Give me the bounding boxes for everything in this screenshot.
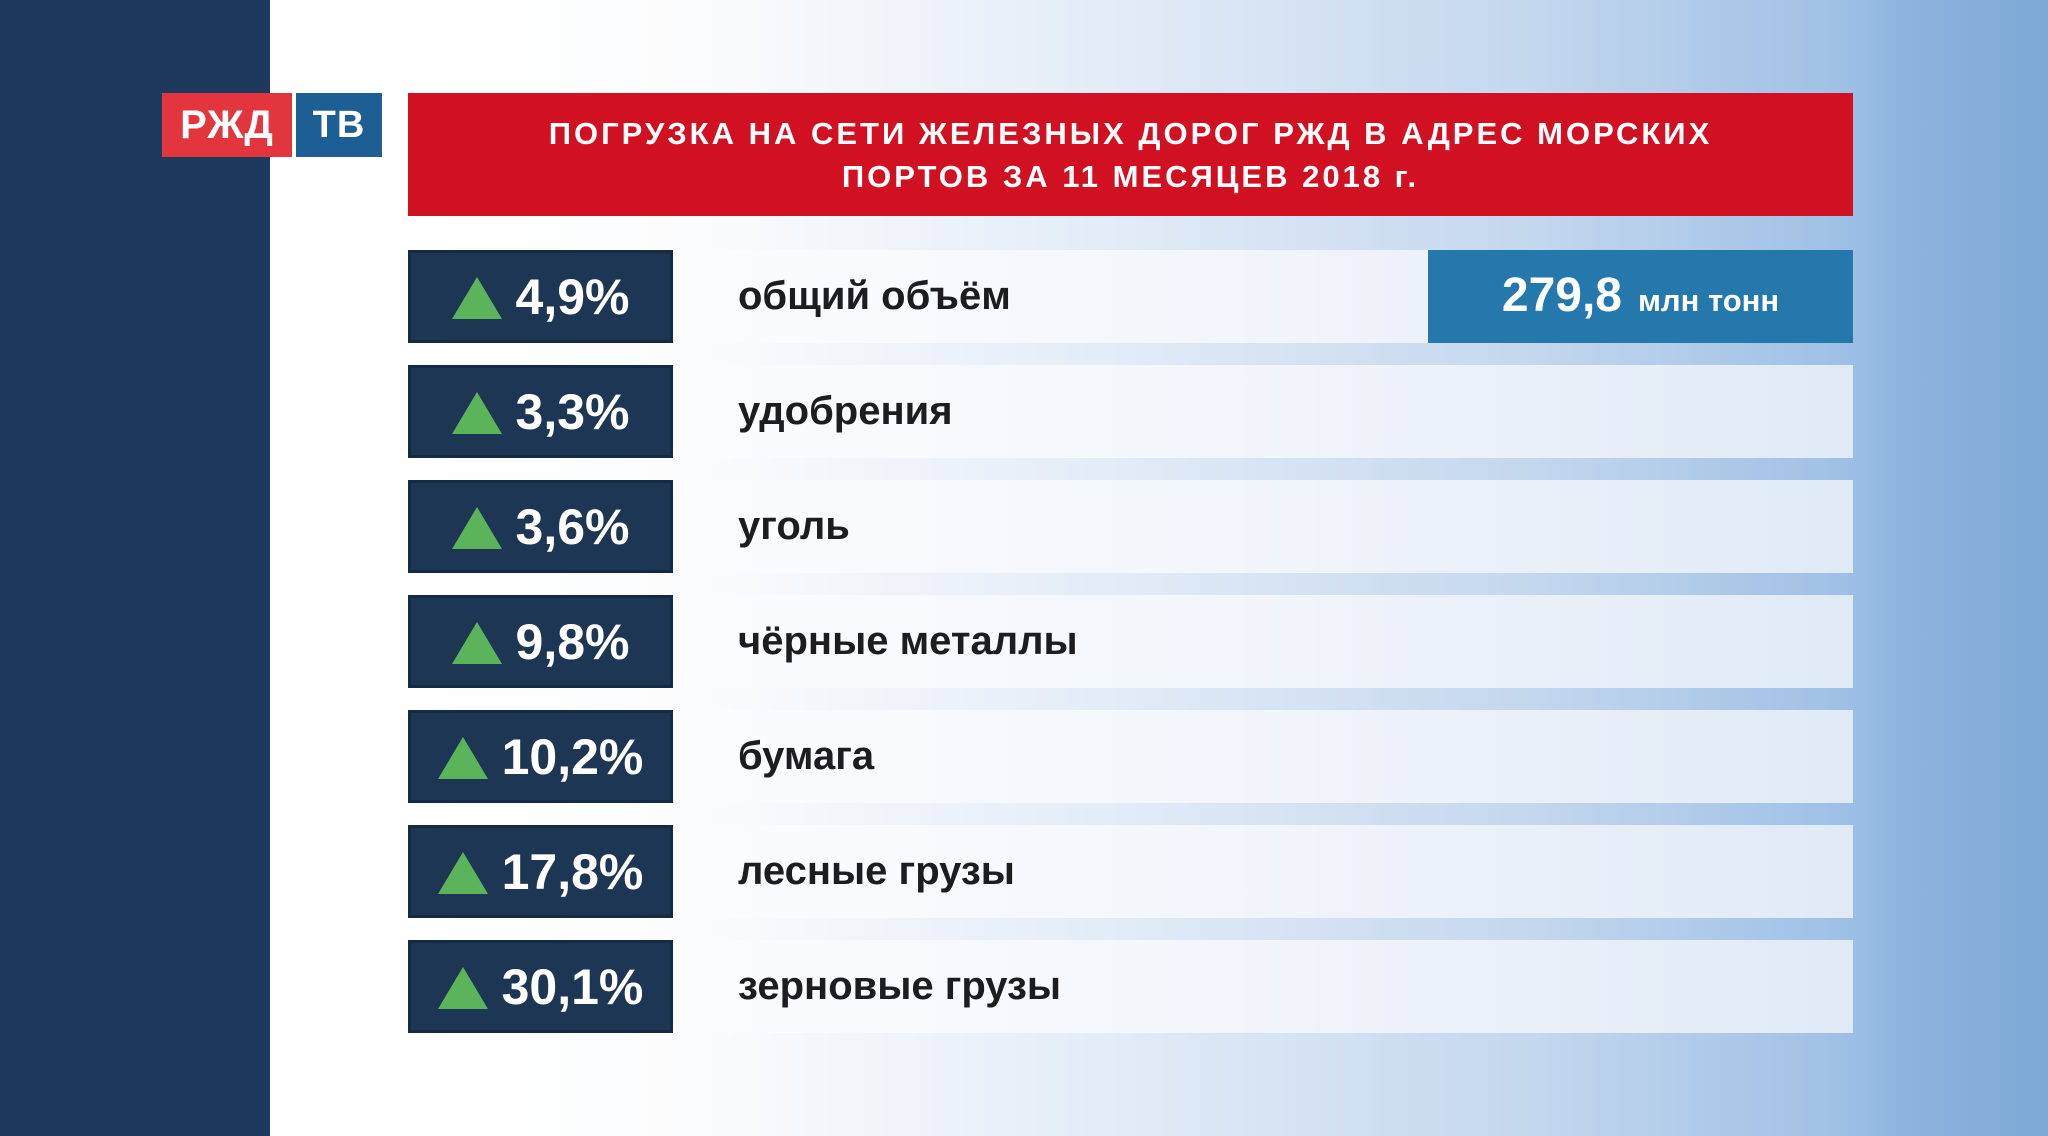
percent-value: 4,9% [515,268,630,325]
category-label: лесные грузы [738,849,1015,893]
up-arrow-icon [451,621,502,664]
table-row: 4,9% общий объём 279,8 млн тонн [408,250,1853,343]
category-label: бумага [738,734,875,778]
up-arrow-icon [451,391,502,434]
category-strip: зерновые грузы [686,940,1853,1033]
logo-tv-badge: ТВ [296,93,382,157]
title-banner: ПОГРУЗКА НА СЕТИ ЖЕЛЕЗНЫХ ДОРОГ РЖД В АД… [408,93,1853,216]
up-arrow-icon [437,736,488,779]
percent-box: 4,9% [408,250,673,343]
percent-value: 17,8% [501,843,644,900]
total-volume-unit: млн тонн [1638,283,1780,318]
data-rows: 4,9% общий объём 279,8 млн тонн 3,3% удоб… [408,250,1853,1033]
percent-value: 9,8% [515,613,630,670]
percent-value: 3,6% [515,498,630,555]
percent-box: 3,6% [408,480,673,573]
category-label: зерновые грузы [738,964,1062,1008]
table-row: 30,1% зерновые грузы [408,940,1853,1033]
title-line-1: ПОГРУЗКА НА СЕТИ ЖЕЛЕЗНЫХ ДОРОГ РЖД В АД… [548,115,1713,151]
category-label: общий объём [738,274,1011,318]
percent-value: 10,2% [501,728,644,785]
total-volume-value: 279,8 [1501,269,1622,322]
sidebar-panel [0,0,270,1136]
percent-box: 10,2% [408,710,673,803]
title-line-2: ПОРТОВ ЗА 11 МЕСЯЦЕВ 2018 г. [841,158,1420,194]
category-strip: бумага [686,710,1853,803]
category-label: удобрения [738,389,953,433]
up-arrow-icon [437,966,488,1009]
percent-value: 30,1% [501,958,644,1015]
category-strip: уголь [686,480,1853,573]
category-strip: чёрные металлы [686,595,1853,688]
up-arrow-icon [437,851,488,894]
up-arrow-icon [451,276,502,319]
table-row: 9,8% чёрные металлы [408,595,1853,688]
channel-logo: РЖД ТВ [162,93,382,157]
logo-rzd-text: РЖД [180,102,274,147]
category-strip: общий объём 279,8 млн тонн [686,250,1853,343]
category-label: уголь [738,504,850,548]
percent-value: 3,3% [515,383,630,440]
percent-box: 9,8% [408,595,673,688]
table-row: 3,6% уголь [408,480,1853,573]
total-volume-badge: 279,8 млн тонн [1428,250,1853,343]
logo-tv-text: ТВ [312,103,366,146]
category-strip: удобрения [686,365,1853,458]
percent-box: 17,8% [408,825,673,918]
percent-box: 3,3% [408,365,673,458]
table-row: 10,2% бумага [408,710,1853,803]
table-row: 3,3% удобрения [408,365,1853,458]
table-row: 17,8% лесные грузы [408,825,1853,918]
category-label: чёрные металлы [738,619,1078,663]
logo-rzd-badge: РЖД [162,93,292,157]
up-arrow-icon [451,506,502,549]
category-strip: лесные грузы [686,825,1853,918]
percent-box: 30,1% [408,940,673,1033]
